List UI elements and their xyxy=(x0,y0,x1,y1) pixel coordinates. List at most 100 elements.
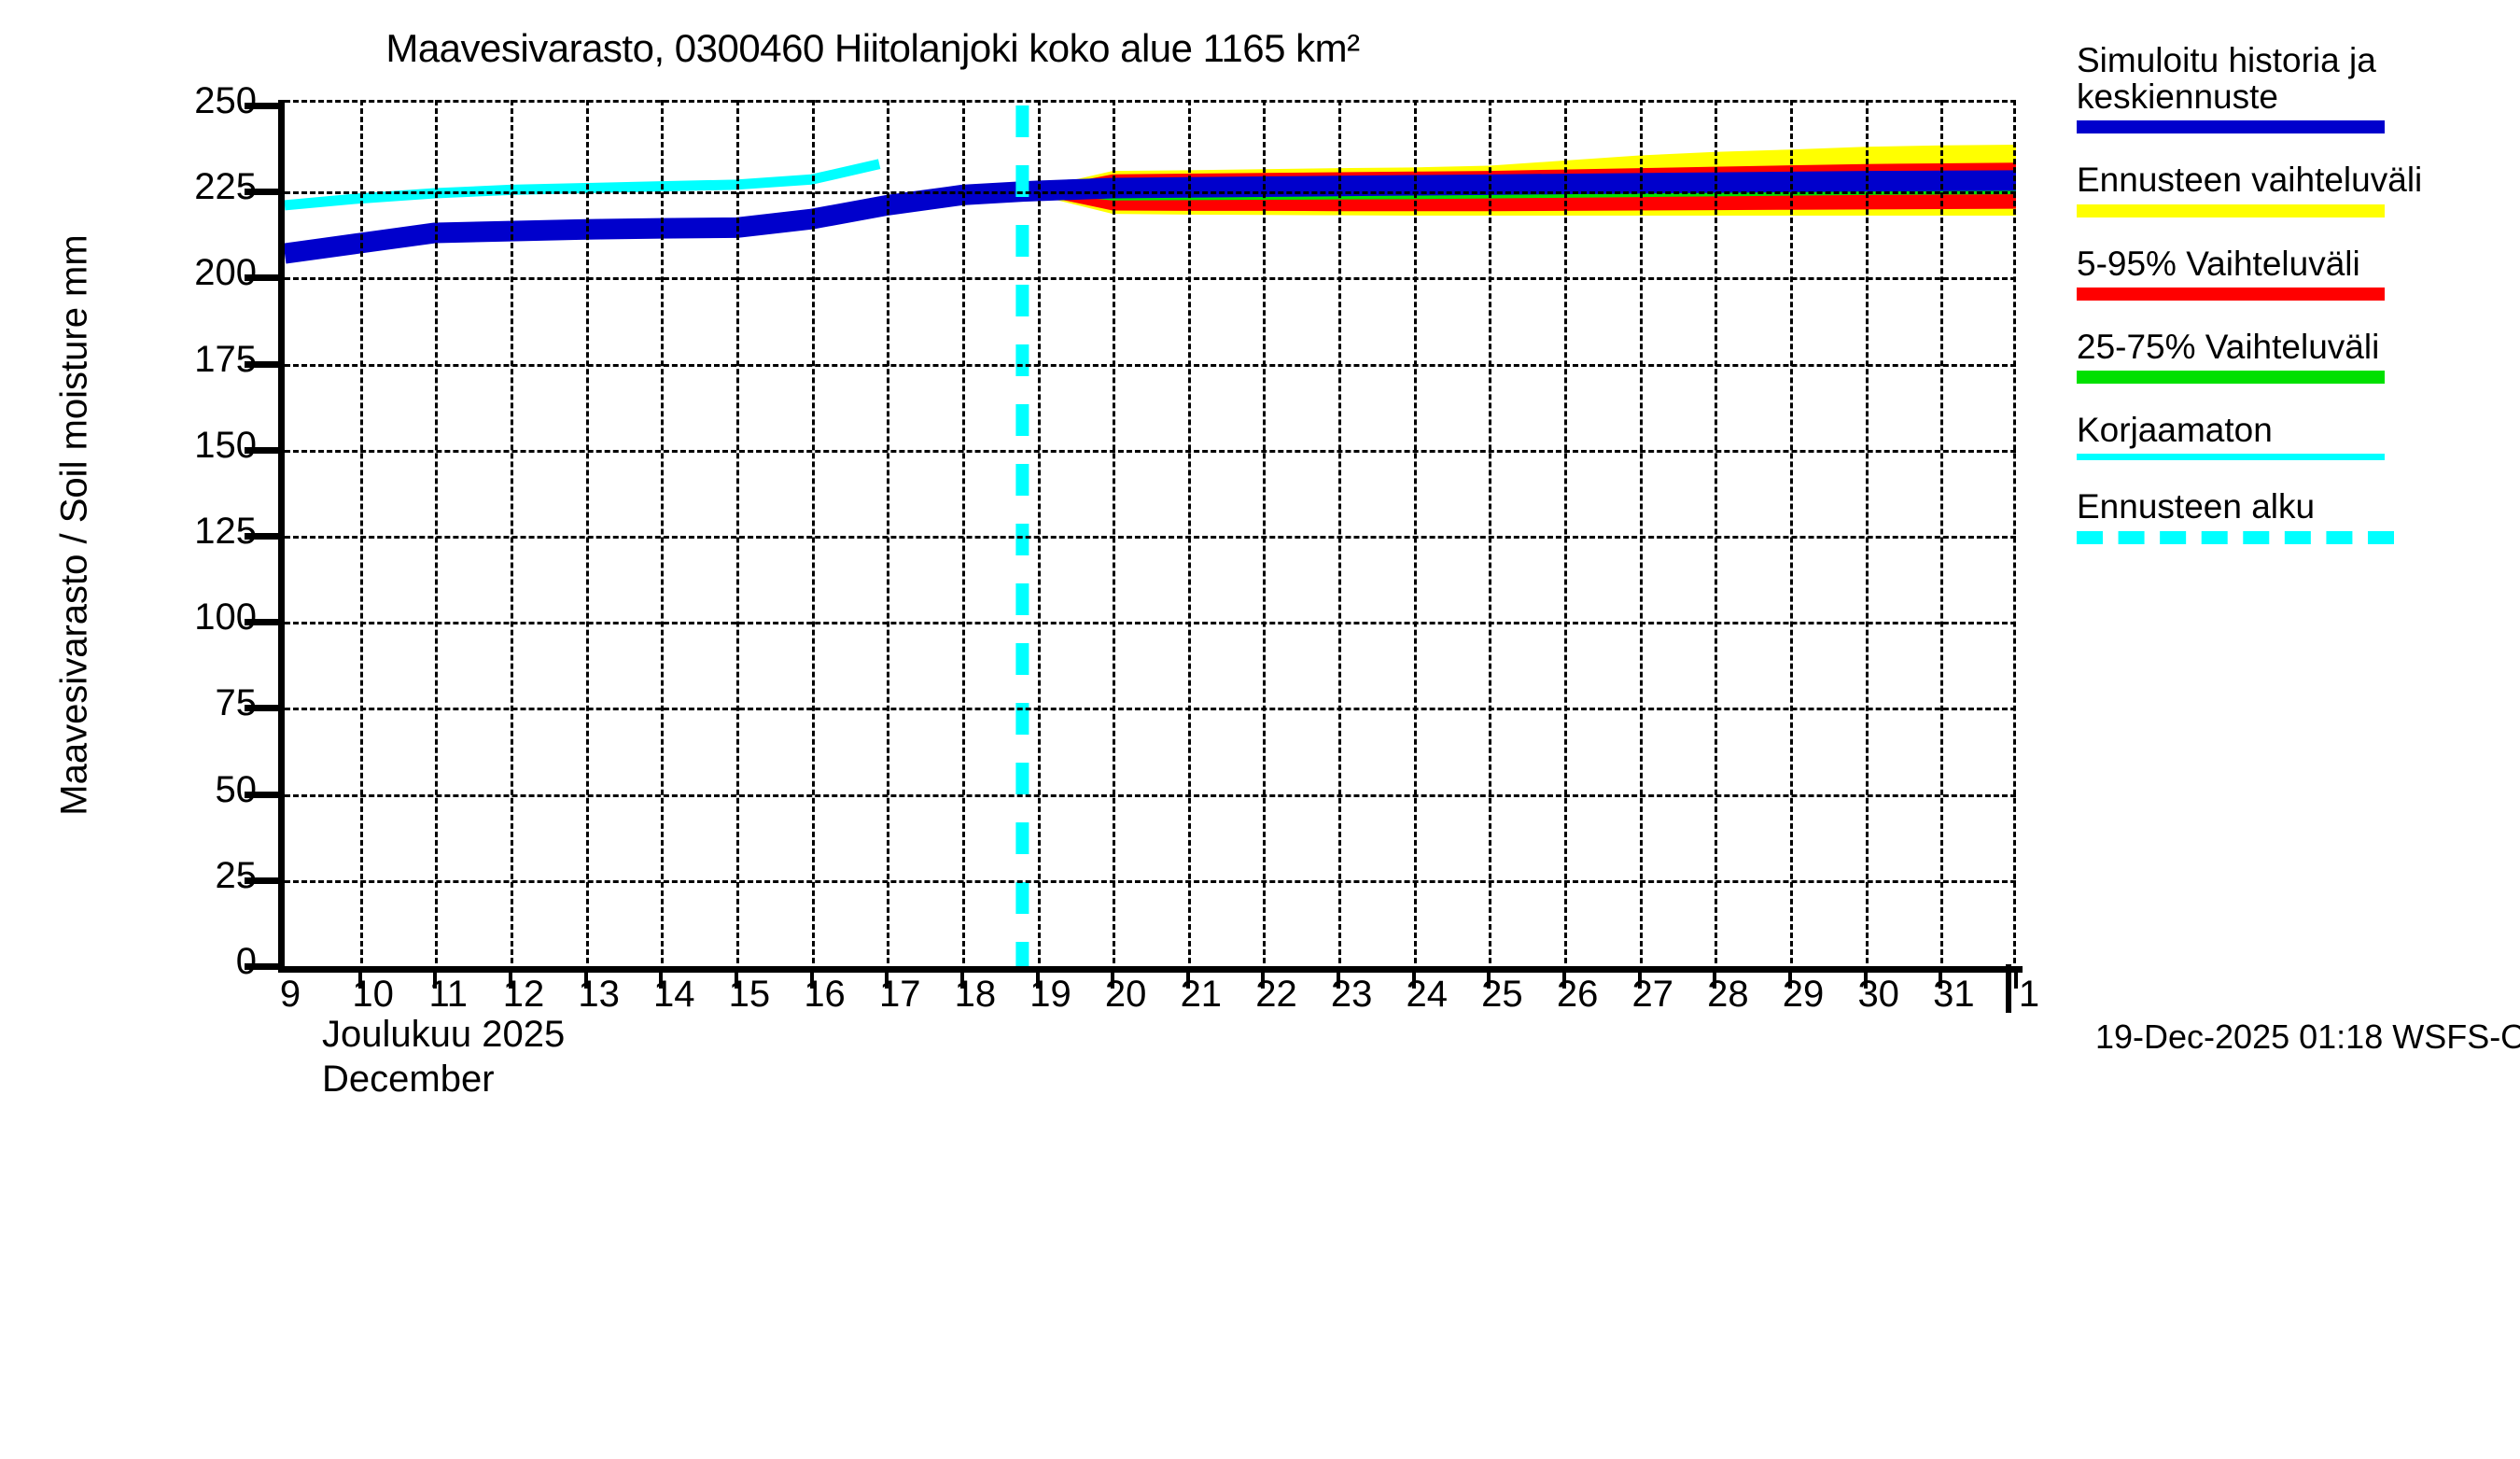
x-tick-label: 23 xyxy=(1330,974,1373,1015)
x-tick-label: 16 xyxy=(804,974,846,1015)
legend-item-2[interactable]: 5-95% Vaihteluväli xyxy=(2077,244,2515,301)
legend-item-1[interactable]: Ennusteen vaihteluväli xyxy=(2077,161,2515,217)
x-tick-label: 14 xyxy=(653,974,695,1015)
x-tick-label: 11 xyxy=(428,974,469,1015)
legend-item-5[interactable]: Ennusteen alku xyxy=(2077,487,2515,544)
plot-area xyxy=(245,100,2023,1013)
legend-label: 25-75% Vaihteluväli xyxy=(2077,327,2380,366)
x-tick-label: 25 xyxy=(1481,974,1523,1015)
month-boundary-tick xyxy=(2005,964,2011,1013)
x-tick-mark xyxy=(1788,966,1793,989)
legend-item-3[interactable]: 25-75% Vaihteluväli xyxy=(2077,327,2515,385)
x-tick-label: 12 xyxy=(502,974,545,1015)
x-tick-mark xyxy=(1035,966,1040,989)
x-tick-mark xyxy=(1863,966,1868,989)
x-tick-mark xyxy=(1487,966,1491,989)
legend-swatch xyxy=(2077,530,2394,544)
y-tick-label: 250 xyxy=(194,80,257,121)
x-tick-label: 20 xyxy=(1104,974,1147,1015)
y-tick-label: 0 xyxy=(235,941,257,982)
x-tick-mark xyxy=(659,966,664,989)
x-tick-mark xyxy=(1411,966,1416,989)
x-tick-label: 27 xyxy=(1631,974,1673,1015)
y-tick-mark xyxy=(245,791,278,798)
legend-label: Ennusteen vaihteluväli xyxy=(2077,161,2423,200)
chart-title: Maavesivarasto, 0300460 Hiitolanjoki kok… xyxy=(385,26,1360,70)
line-korjaamaton xyxy=(285,159,881,211)
legend-label: Simuloitu historia ja keskiennuste xyxy=(2077,41,2376,117)
legend-item-4[interactable]: Korjaamaton xyxy=(2077,411,2515,461)
y-tick-mark xyxy=(245,103,278,109)
y-tick-label: 50 xyxy=(215,768,258,810)
x-tick-mark xyxy=(734,966,738,989)
x-tick-label: 10 xyxy=(352,974,394,1015)
legend-item-0[interactable]: Simuloitu historia ja keskiennuste xyxy=(2077,41,2515,134)
x-tick-mark xyxy=(357,966,362,989)
x-tick-mark xyxy=(809,966,814,989)
x-tick-mark xyxy=(1261,966,1266,989)
y-tick-mark xyxy=(245,446,278,454)
y-tick-label: 25 xyxy=(215,854,258,896)
x-tick-label: 30 xyxy=(1857,974,1899,1015)
grid-line-horizontal xyxy=(285,622,2016,625)
y-tick-mark xyxy=(245,877,278,884)
legend-swatch xyxy=(2077,287,2385,301)
x-tick-mark xyxy=(959,966,964,989)
legend-label: Korjaamaton xyxy=(2077,411,2273,450)
y-axis-labels: 0 25 50 75 100 125 150 175 200 225 250 xyxy=(194,80,258,982)
chart-page: Maavesivarasto, 0300460 Hiitolanjoki kok… xyxy=(54,26,2520,1100)
y-tick-label: 175 xyxy=(194,338,257,380)
grid-line-horizontal xyxy=(285,879,2016,883)
x-tick-label: 15 xyxy=(728,974,771,1015)
legend-swatch xyxy=(2077,120,2385,134)
x-tick-label: 29 xyxy=(1782,974,1825,1015)
x-tick-label: 13 xyxy=(578,974,620,1015)
x-tick-label: 31 xyxy=(1933,974,1975,1015)
y-tick-mark xyxy=(245,360,278,368)
y-tick-mark xyxy=(245,189,278,196)
x-axis-month-en: December xyxy=(322,1059,495,1100)
grid-line-horizontal xyxy=(285,708,2016,711)
y-tick-label: 150 xyxy=(194,424,257,466)
grid-line-horizontal xyxy=(285,793,2016,797)
x-tick-mark xyxy=(1111,966,1115,989)
x-tick-label: 28 xyxy=(1707,974,1749,1015)
legend-swatch xyxy=(2077,454,2385,461)
x-tick-mark xyxy=(1562,966,1567,989)
plot-frame-top xyxy=(285,100,2016,103)
x-tick-mark xyxy=(1939,966,1943,989)
x-tick-mark xyxy=(1637,966,1642,989)
grid-line-horizontal xyxy=(285,277,2016,281)
x-tick-label: 21 xyxy=(1180,974,1223,1015)
x-tick-mark xyxy=(1185,966,1190,989)
y-tick-mark xyxy=(245,533,278,540)
y-tick-mark xyxy=(245,705,278,712)
y-axis-spine xyxy=(278,100,285,972)
y-tick-mark xyxy=(245,274,278,282)
legend: Simuloitu historia ja keskiennuste Ennust… xyxy=(2077,42,2515,572)
grid-line-horizontal xyxy=(285,363,2016,367)
x-axis-month-fi: Joulukuu 2025 xyxy=(322,1014,566,1055)
x-tick-mark xyxy=(433,966,438,989)
x-tick-label: 19 xyxy=(1029,974,1071,1015)
legend-swatch xyxy=(2077,371,2385,385)
legend-label: 5-95% Vaihteluväli xyxy=(2077,244,2360,283)
y-tick-label: 100 xyxy=(194,596,257,638)
y-tick-mark xyxy=(245,963,278,970)
x-tick-label: 17 xyxy=(878,974,921,1015)
x-axis-spine xyxy=(278,966,2023,973)
x-tick-label: 18 xyxy=(954,974,997,1015)
x-tick-mark xyxy=(508,966,512,989)
y-axis-title-text: Maavesivarasto / Soil moisture mm xyxy=(53,234,95,816)
x-tick-label: 1 xyxy=(2018,974,2040,1015)
legend-label: Ennusteen alku xyxy=(2077,487,2316,526)
x-tick-mark xyxy=(2014,966,2018,989)
x-tick-mark xyxy=(1337,966,1341,989)
legend-swatch xyxy=(2077,203,2385,217)
y-tick-label: 75 xyxy=(215,682,258,724)
y-tick-label: 125 xyxy=(194,511,257,552)
footer-timestamp: 19-Dec-2025 01:18 WSFS-O xyxy=(2095,1017,2520,1056)
y-tick-label: 200 xyxy=(194,252,257,294)
y-tick-label: 225 xyxy=(194,166,257,208)
y-tick-mark xyxy=(245,619,278,626)
